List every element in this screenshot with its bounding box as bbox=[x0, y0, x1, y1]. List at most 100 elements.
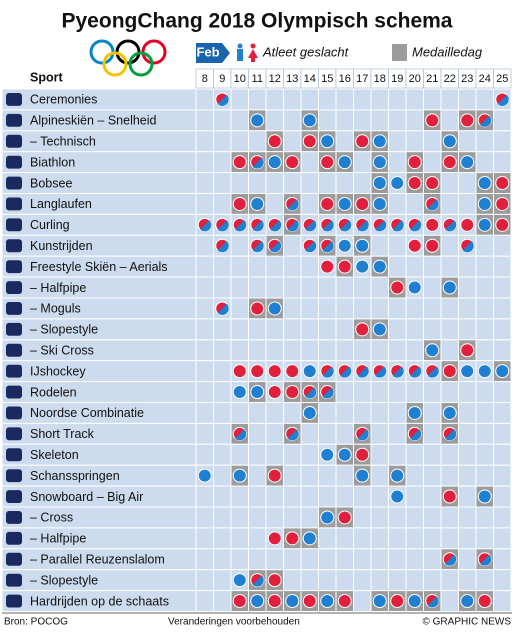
event-men-half bbox=[322, 366, 334, 378]
day-cell bbox=[283, 172, 302, 195]
event-women bbox=[232, 594, 247, 609]
event-both bbox=[320, 364, 335, 379]
day-cell bbox=[300, 172, 319, 195]
day-cell bbox=[230, 339, 249, 362]
day-cell bbox=[283, 464, 302, 487]
day-cell bbox=[300, 422, 319, 445]
day-cell bbox=[283, 506, 302, 529]
event-both bbox=[372, 364, 387, 379]
event-both bbox=[355, 364, 370, 379]
day-cell bbox=[318, 276, 337, 299]
day-cell bbox=[353, 381, 372, 404]
event-women bbox=[495, 176, 510, 191]
sport-icon bbox=[6, 448, 22, 462]
event-men-half bbox=[357, 220, 369, 232]
event-men bbox=[250, 113, 265, 128]
day-cell bbox=[405, 193, 424, 215]
day-cell bbox=[265, 276, 284, 299]
event-men-half bbox=[305, 220, 317, 232]
event-men bbox=[232, 573, 247, 588]
event-women bbox=[267, 468, 282, 483]
sport-label: – Moguls bbox=[30, 302, 81, 316]
day-cell bbox=[440, 339, 459, 362]
day-cell bbox=[195, 443, 214, 466]
sport-label: Biathlon bbox=[30, 155, 75, 169]
sport-icon bbox=[6, 573, 22, 587]
day-cell bbox=[388, 402, 407, 424]
day-label: 13 bbox=[286, 73, 298, 85]
day-cell bbox=[195, 569, 214, 592]
event-men-half bbox=[375, 366, 387, 378]
event-both bbox=[215, 92, 230, 107]
day-cell bbox=[300, 548, 319, 571]
day-cell bbox=[353, 88, 372, 111]
day-cell bbox=[405, 548, 424, 571]
event-women bbox=[442, 364, 457, 379]
day-cell bbox=[405, 88, 424, 111]
event-women bbox=[425, 217, 440, 232]
day-cell bbox=[493, 381, 512, 404]
day-cell bbox=[475, 339, 494, 362]
day-cell bbox=[370, 109, 389, 132]
event-men-half bbox=[252, 241, 264, 253]
event-men-half bbox=[252, 157, 264, 169]
event-men bbox=[250, 196, 265, 211]
event-women bbox=[250, 364, 265, 379]
day-cell bbox=[423, 548, 442, 571]
event-women bbox=[477, 594, 492, 609]
day-cell bbox=[370, 443, 389, 466]
event-women bbox=[460, 343, 475, 358]
event-women bbox=[355, 134, 370, 149]
day-cell bbox=[283, 109, 302, 132]
event-men bbox=[372, 259, 387, 274]
sport-icon bbox=[6, 552, 22, 566]
sport-icon bbox=[6, 197, 22, 211]
day-cell bbox=[388, 234, 407, 257]
event-both bbox=[407, 364, 422, 379]
event-both bbox=[267, 238, 282, 253]
day-cell bbox=[405, 297, 424, 320]
day-label: 12 bbox=[269, 73, 281, 85]
sport-label: Curling bbox=[30, 218, 70, 232]
day-label: 11 bbox=[252, 73, 263, 85]
event-women bbox=[285, 385, 300, 400]
day-cell bbox=[405, 339, 424, 362]
day-cell bbox=[493, 297, 512, 320]
event-both bbox=[407, 217, 422, 232]
day-cell bbox=[300, 464, 319, 487]
event-both bbox=[267, 217, 282, 232]
day-cell bbox=[283, 485, 302, 508]
day-cell bbox=[458, 569, 477, 592]
sport-icon bbox=[6, 218, 22, 232]
day-cell bbox=[318, 422, 337, 445]
event-men bbox=[407, 405, 422, 420]
event-men bbox=[460, 364, 475, 379]
day-cell bbox=[440, 255, 459, 278]
event-men-half bbox=[410, 366, 422, 378]
sport-icon bbox=[6, 155, 22, 169]
day-cell bbox=[353, 485, 372, 508]
day-cell bbox=[335, 464, 354, 487]
day-cell bbox=[475, 151, 494, 174]
sport-label: Schansspringen bbox=[30, 469, 120, 483]
event-men-half bbox=[445, 220, 457, 232]
event-women bbox=[302, 594, 317, 609]
day-cell bbox=[248, 422, 267, 445]
event-men-half bbox=[480, 115, 492, 127]
event-men bbox=[197, 468, 212, 483]
day-cell bbox=[283, 297, 302, 320]
event-both bbox=[250, 217, 265, 232]
month-label: Feb bbox=[196, 44, 219, 59]
day-cell bbox=[283, 402, 302, 424]
event-men bbox=[407, 594, 422, 609]
day-cell bbox=[318, 172, 337, 195]
day-cell bbox=[475, 402, 494, 424]
event-men bbox=[337, 447, 352, 462]
event-men bbox=[442, 134, 457, 149]
day-cell bbox=[248, 402, 267, 424]
man-icon bbox=[237, 43, 243, 61]
day-cell bbox=[230, 234, 249, 257]
sport-icon bbox=[6, 385, 22, 399]
day-cell bbox=[230, 506, 249, 529]
day-cell bbox=[388, 339, 407, 362]
